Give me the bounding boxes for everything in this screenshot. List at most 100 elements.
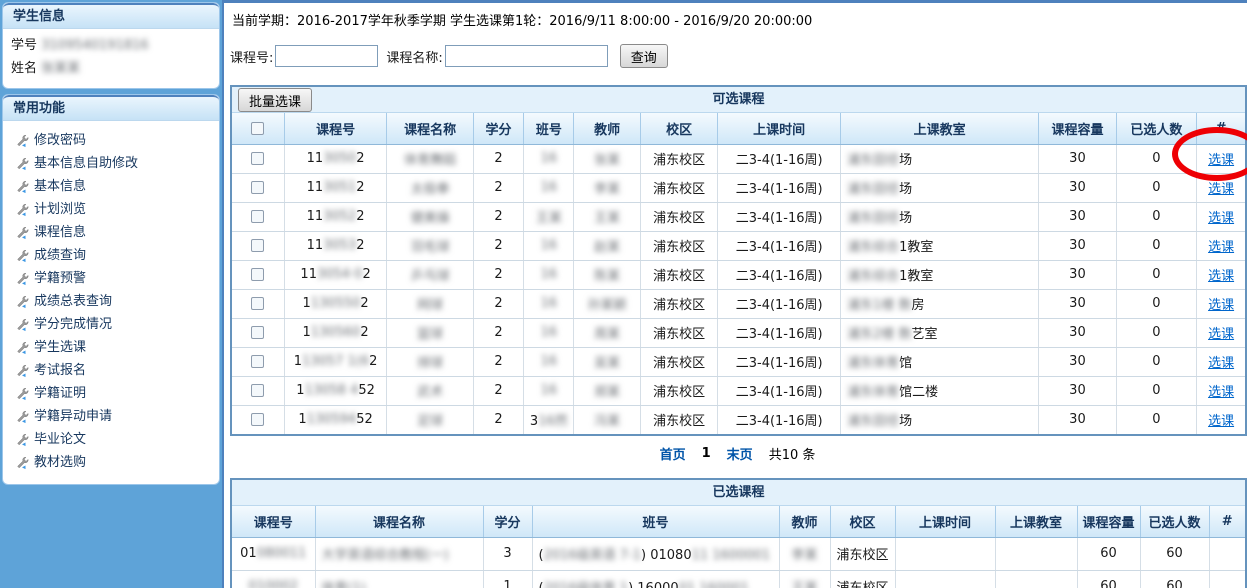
table-row: 113057 1(62 排球 2 16 吴某 浦东校区 二3-4(1-16周) 浦东体育馆 30…: [232, 347, 1245, 377]
row-checkbox[interactable]: [251, 181, 265, 194]
batch-select-button[interactable]: 批量选课: [238, 88, 313, 112]
blurred-text: 王某: [791, 581, 817, 588]
sidebar-item-学籍预警[interactable]: 学籍预警: [15, 267, 219, 290]
blurred-text: 大学英语综合教程(一): [321, 548, 449, 563]
blurred-text: 130560: [310, 325, 361, 340]
row-checkbox[interactable]: [251, 413, 265, 427]
blurred-text: 张某某: [41, 61, 81, 76]
blurred-text: 2016级体育 1: [544, 581, 629, 588]
sidebar-item-基本信息[interactable]: 基本信息: [15, 175, 219, 198]
sidebar-item-修改密码[interactable]: 修改密码: [15, 129, 219, 152]
table-cell: 浦东校区: [639, 405, 718, 434]
select-course-link[interactable]: 选课: [1208, 153, 1235, 168]
row-checkbox[interactable]: [251, 268, 265, 281]
blurred-text: 16: [540, 325, 558, 340]
column-header: [232, 113, 285, 145]
sidebar-item-label: 课程信息: [34, 225, 87, 240]
select-course-link[interactable]: 选课: [1208, 414, 1235, 430]
blurred-text: 080011: [256, 546, 307, 561]
table-cell: 0: [1115, 260, 1197, 290]
table-cell: 16: [523, 260, 574, 290]
blurred-text: 16: [540, 238, 558, 253]
table-cell: 1130512: [283, 173, 387, 203]
sidebar-item-学分完成情况[interactable]: 学分完成情况: [15, 313, 219, 336]
column-header: 学分: [472, 113, 524, 145]
sidebar-item-学籍异动申请[interactable]: 学籍异动申请: [15, 405, 219, 428]
wrench-icon: [17, 433, 29, 446]
column-header: 课程号: [283, 113, 387, 145]
select-all-checkbox[interactable]: [251, 121, 265, 135]
sidebar-item-基本信息自助修改[interactable]: 基本信息自助修改: [15, 152, 219, 175]
sidebar-item-label: 成绩总表查询: [34, 294, 113, 309]
current-term-info: 当前学期：2016-2017学年秋季学期 学生选课第1轮：2016/9/11 8…: [232, 14, 813, 29]
table-cell: 1130502: [283, 144, 387, 174]
row-checkbox[interactable]: [251, 326, 265, 339]
table-cell: 16: [523, 173, 574, 203]
table-cell: 浦东校区: [829, 570, 895, 588]
sidebar-item-课程信息[interactable]: 课程信息: [15, 221, 219, 244]
select-course-link[interactable]: 选课: [1208, 356, 1235, 371]
blurred-text: 130594: [306, 412, 357, 428]
table-cell: 二3-4(1-16周): [717, 289, 841, 319]
sidebar-item-学籍证明[interactable]: 学籍证明: [15, 382, 219, 405]
pagination-first-link[interactable]: 首页: [659, 447, 686, 463]
pagination-last-link[interactable]: 末页: [726, 447, 753, 463]
student-field: 姓名 张某某: [11, 57, 211, 80]
blurred-text: 张某: [594, 153, 621, 168]
blurred-text: 3052: [323, 209, 357, 224]
select-course-link[interactable]: 选课: [1208, 211, 1235, 226]
functions-panel: 常用功能 修改密码 基本信息自助修改 基本信息 计划浏览 课程信息 成绩查询 学籍预警 成绩总…: [2, 94, 220, 485]
table-cell: 60: [1076, 570, 1140, 588]
table-cell: (2016级体育 1) 1600001 160001: [531, 570, 779, 588]
row-checkbox[interactable]: [251, 152, 265, 165]
checkbox-cell: [232, 347, 285, 377]
table-row: 113058 452 武术 2 16 郑某 浦东校区 二3-4(1-16周) 浦东体育馆二楼 3…: [232, 376, 1245, 406]
column-header: 课程号: [232, 506, 315, 538]
table-cell: 0: [1115, 405, 1197, 434]
sidebar-item-毕业论文[interactable]: 毕业论文: [15, 428, 219, 451]
table-cell: 30: [1038, 376, 1117, 406]
table-cell: 0: [1115, 144, 1197, 174]
sidebar-item-学生选课[interactable]: 学生选课: [15, 336, 219, 359]
select-course-link[interactable]: 选课: [1208, 240, 1235, 255]
table-cell: 体育(1): [314, 570, 483, 588]
sidebar-item-成绩查询[interactable]: 成绩查询: [15, 244, 219, 267]
table-cell: 30: [1038, 405, 1117, 434]
table-cell: 113057 1(62: [283, 347, 387, 377]
student-field-value: 3109540191816: [41, 38, 149, 53]
blurred-text: 李某: [791, 548, 818, 563]
row-checkbox[interactable]: [251, 239, 265, 252]
select-course-link[interactable]: 选课: [1208, 385, 1235, 400]
row-checkbox[interactable]: [251, 210, 265, 223]
table-cell: 2: [472, 202, 524, 232]
row-checkbox[interactable]: [251, 297, 265, 310]
table-row: 1130512 太极拳 2 16 李某 浦东校区 二3-4(1-16周) 浦东田径场 30 0 选课: [232, 173, 1245, 203]
table-cell: 0: [1115, 231, 1197, 261]
row-checkbox[interactable]: [251, 355, 265, 368]
wrench-icon: [17, 180, 29, 193]
table-cell: 0: [1115, 376, 1197, 406]
sidebar-item-教材选购[interactable]: 教材选购: [15, 451, 219, 474]
checkbox-cell: [232, 260, 285, 290]
select-course-link[interactable]: 选课: [1208, 327, 1235, 342]
query-button[interactable]: 查询: [619, 44, 668, 68]
column-header: 课程名称: [314, 506, 483, 538]
checkbox-cell: [232, 289, 285, 319]
blurred-text: 01 160001: [679, 581, 749, 588]
table-cell: 篮球: [386, 318, 474, 348]
course-name-input[interactable]: [444, 45, 608, 67]
row-checkbox[interactable]: [251, 384, 265, 397]
action-cell: 选课: [1196, 173, 1245, 203]
course-no-input[interactable]: [275, 45, 379, 67]
blurred-text: 16: [540, 354, 558, 369]
sidebar-item-计划浏览[interactable]: 计划浏览: [15, 198, 219, 221]
column-header: #: [1196, 113, 1245, 145]
select-course-link[interactable]: 选课: [1208, 269, 1235, 284]
table-cell: 羽毛球: [386, 231, 474, 261]
sidebar-item-考试报名[interactable]: 考试报名: [15, 359, 219, 382]
select-course-link[interactable]: 选课: [1208, 182, 1235, 197]
select-course-link[interactable]: 选课: [1208, 298, 1235, 313]
blurred-text: 武术: [417, 385, 444, 400]
sidebar-item-成绩总表查询[interactable]: 成绩总表查询: [15, 290, 219, 313]
table-cell: 李某: [573, 173, 641, 203]
